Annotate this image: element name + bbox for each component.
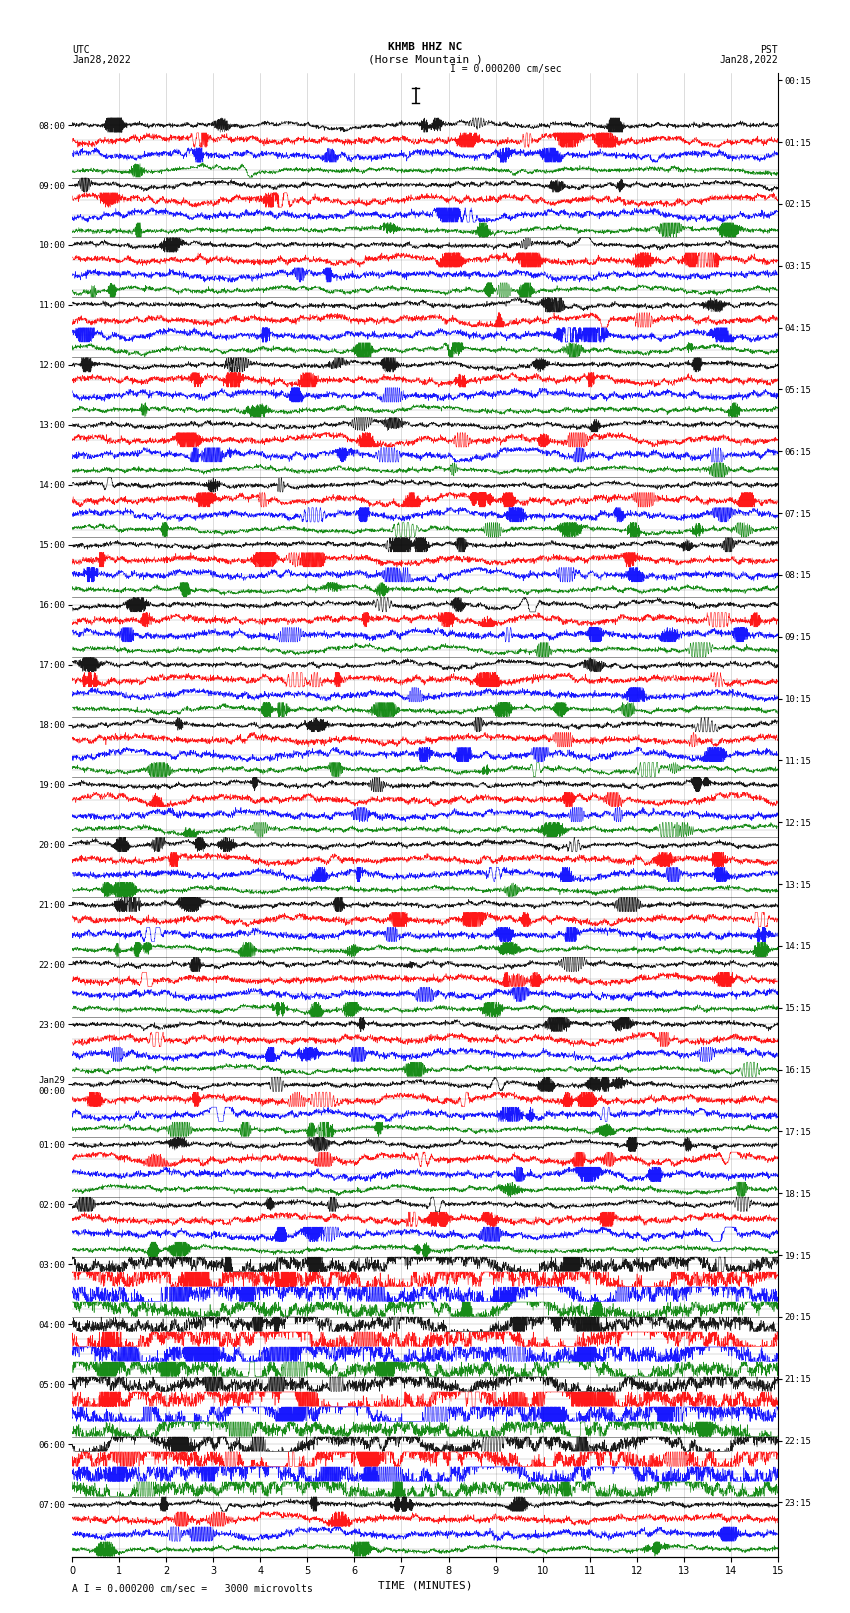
Text: Jan28,2022: Jan28,2022 [72, 55, 131, 65]
Text: Jan28,2022: Jan28,2022 [719, 55, 778, 65]
Text: UTC: UTC [72, 45, 90, 55]
Text: KHMB HHZ NC: KHMB HHZ NC [388, 42, 462, 52]
Text: (Horse Mountain ): (Horse Mountain ) [367, 55, 483, 65]
Text: A I = 0.000200 cm/sec =   3000 microvolts: A I = 0.000200 cm/sec = 3000 microvolts [72, 1584, 313, 1594]
Text: I = 0.000200 cm/sec: I = 0.000200 cm/sec [450, 65, 562, 74]
X-axis label: TIME (MINUTES): TIME (MINUTES) [377, 1581, 473, 1590]
Text: PST: PST [760, 45, 778, 55]
